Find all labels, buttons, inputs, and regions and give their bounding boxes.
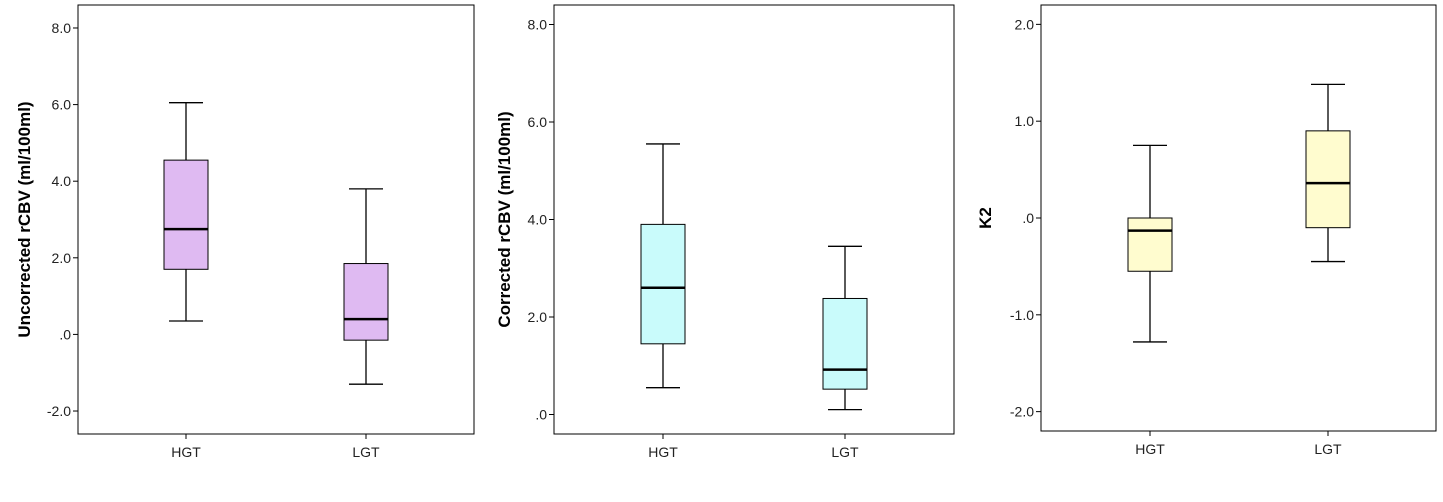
y-tick-label: .0	[59, 326, 71, 342]
y-tick-label: 2.0	[52, 250, 72, 266]
y-tick-label: 8.0	[528, 17, 548, 33]
box-lgt	[343, 263, 389, 341]
y-tick-label: 8.0	[52, 20, 72, 36]
y-tick-label: 4.0	[528, 212, 548, 228]
y-tick-label: .0	[1022, 210, 1034, 226]
plot-frame-2	[553, 4, 955, 435]
box-hgt	[163, 159, 209, 270]
y-tick-label: 2.0	[1015, 16, 1035, 32]
y-tick-label: 2.0	[528, 309, 548, 325]
y-axis-label: K2	[976, 207, 995, 229]
y-tick-label: 6.0	[52, 97, 72, 113]
box-lgt	[822, 297, 868, 390]
x-tick-label: LGT	[831, 444, 859, 460]
y-axis-label: Corrected rCBV (ml/100ml)	[495, 111, 514, 327]
plot-frame-3	[1040, 4, 1437, 432]
x-tick-label: HGT	[1135, 441, 1165, 457]
x-tick-label: HGT	[648, 444, 678, 460]
box-hgt	[1127, 217, 1173, 272]
y-tick-label: -2.0	[47, 403, 71, 419]
x-tick-label: LGT	[1314, 441, 1342, 457]
y-tick-label: -2.0	[1010, 404, 1034, 420]
y-tick-label: .0	[535, 407, 547, 423]
y-tick-label: -1.0	[1010, 307, 1034, 323]
box-lgt	[1305, 130, 1351, 229]
y-tick-label: 1.0	[1015, 113, 1035, 129]
y-axis-label: Uncorrected rCBV (ml/100ml)	[15, 101, 34, 337]
y-tick-label: 4.0	[52, 173, 72, 189]
box-hgt	[640, 223, 686, 345]
plot-frame-1	[77, 4, 475, 435]
y-tick-label: 6.0	[528, 114, 548, 130]
x-tick-label: LGT	[352, 444, 380, 460]
x-tick-label: HGT	[171, 444, 201, 460]
